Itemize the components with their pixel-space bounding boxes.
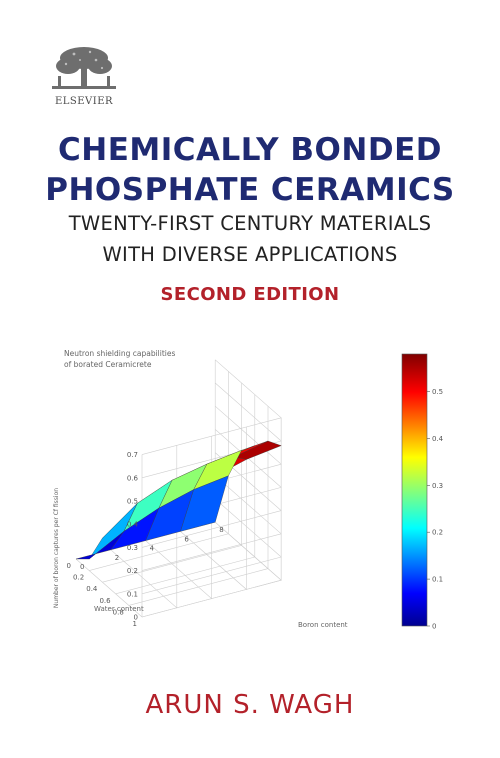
colorbar-tick-label: 0.3 [432,482,443,490]
chart-title-line2: of borated Ceramicrete [64,360,152,369]
gridline [141,359,282,455]
y-tick-label: 6 [184,535,189,543]
gridline [141,417,282,618]
surface-patch [75,531,125,560]
z-tick-label: 0.7 [127,451,138,459]
colorbar-tick-label: 0.2 [432,529,443,537]
z-tick-label: 0.2 [127,567,138,575]
book-edition: SECOND EDITION [160,284,340,305]
x-tick-label: 0.2 [73,574,84,582]
y-tick-label: 2 [115,554,119,562]
chart-title-line1: Neutron shielding capabilities [64,349,175,358]
y-axis-label: Boron content [298,621,348,629]
surface-chart: 0 0.1 0.2 0.3 0.4 0.5 0.6 0.7 0 0.2 0.4 0.6 0.8 1 0 2 4 6… [40,340,460,640]
chart-axes: 00.10.20.30.40.50.60.700.20.40.60.810246… [67,451,224,628]
gridline [102,383,242,583]
publisher-name: ELSEVIER [54,96,114,107]
book-subtitle-line1: TWENTY-FIRST CENTURY MATERIALS [68,212,432,235]
publisher-logo: ELSEVIER [44,42,124,108]
book-title-line1: CHEMICALLY BONDED [58,132,442,168]
colorbar-tick-label: 0.1 [432,576,443,584]
z-tick-label: 0.1 [127,590,138,598]
z-tick-label: 0.6 [127,474,139,482]
book-subtitle-line2: WITH DIVERSE APPLICATIONS [102,243,398,266]
book-author: ARUN S. WAGH [145,690,355,720]
x-tick-label: 1 [133,620,137,628]
elsevier-tree-logo-icon [44,42,124,96]
x-tick-label: 0 [67,562,71,570]
colorbar [401,353,428,627]
z-tick-label: 0.3 [127,544,138,552]
colorbar-tick-label: 0.5 [432,388,443,396]
x-tick-label: 0.6 [99,597,111,605]
x-axis-label: Water content [94,605,144,613]
surface-mesh [75,440,282,560]
z-tick-label: 0.5 [127,498,138,506]
book-title-line2: PHOSPHATE CERAMICS [45,172,455,208]
y-tick-label: 8 [219,526,223,534]
z-tick-label: 0.4 [127,521,139,529]
colorbar-tick-label: 0.4 [432,435,444,443]
colorbar-ticks: 0 0.1 0.2 0.3 0.4 0.5 [427,388,444,631]
surface-patch [232,440,282,460]
colorbar-tick-label: 0 [432,623,436,631]
x-tick-label: 0.4 [86,585,98,593]
x-tick-label: 0.8 [113,608,124,616]
gridline [128,406,269,606]
y-tick-label: 0 [80,563,84,571]
y-tick-label: 4 [150,545,155,553]
surface-plot: 00.10.20.30.40.50.60.700.20.40.60.810246… [53,349,444,631]
z-tick-label: 0 [134,614,138,622]
z-axis-label: Number of boron captures per Cf fission [53,488,60,608]
gridline [89,371,229,571]
